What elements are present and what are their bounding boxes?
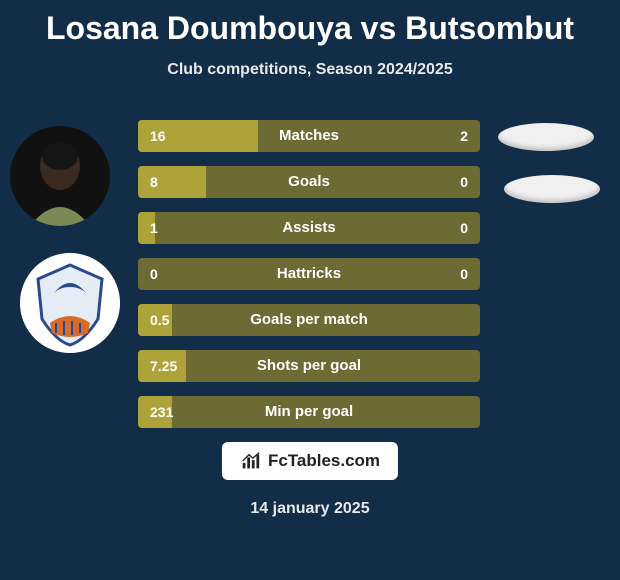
stat-label: Goals per match <box>138 304 480 336</box>
chart-icon <box>240 450 262 472</box>
stat-row: 0.5Goals per match <box>138 304 480 336</box>
logo-text: FcTables.com <box>268 451 380 471</box>
stat-row: 00Hattricks <box>138 258 480 290</box>
stat-row: 10Assists <box>138 212 480 244</box>
player1-avatar <box>10 126 110 226</box>
player2-avatar-placeholder-a <box>498 123 594 151</box>
stats-table: 162Matches 80Goals 10Assists 00Hattricks 0.5… <box>138 120 480 442</box>
page-title: Losana Doumbouya vs Butsombut <box>0 0 620 47</box>
stat-row: 7.25Shots per goal <box>138 350 480 382</box>
team-crest <box>20 253 120 353</box>
stat-row: 162Matches <box>138 120 480 152</box>
stat-row: 80Goals <box>138 166 480 198</box>
stat-label: Assists <box>138 212 480 244</box>
stat-label: Hattricks <box>138 258 480 290</box>
player2-avatar-placeholder-b <box>504 175 600 203</box>
stat-label: Matches <box>138 120 480 152</box>
stat-label: Goals <box>138 166 480 198</box>
stat-label: Min per goal <box>138 396 480 428</box>
stat-row: 231Min per goal <box>138 396 480 428</box>
stat-label: Shots per goal <box>138 350 480 382</box>
date-text: 14 january 2025 <box>0 500 620 518</box>
fctables-logo: FcTables.com <box>222 442 398 480</box>
page-subtitle: Club competitions, Season 2024/2025 <box>0 61 620 79</box>
